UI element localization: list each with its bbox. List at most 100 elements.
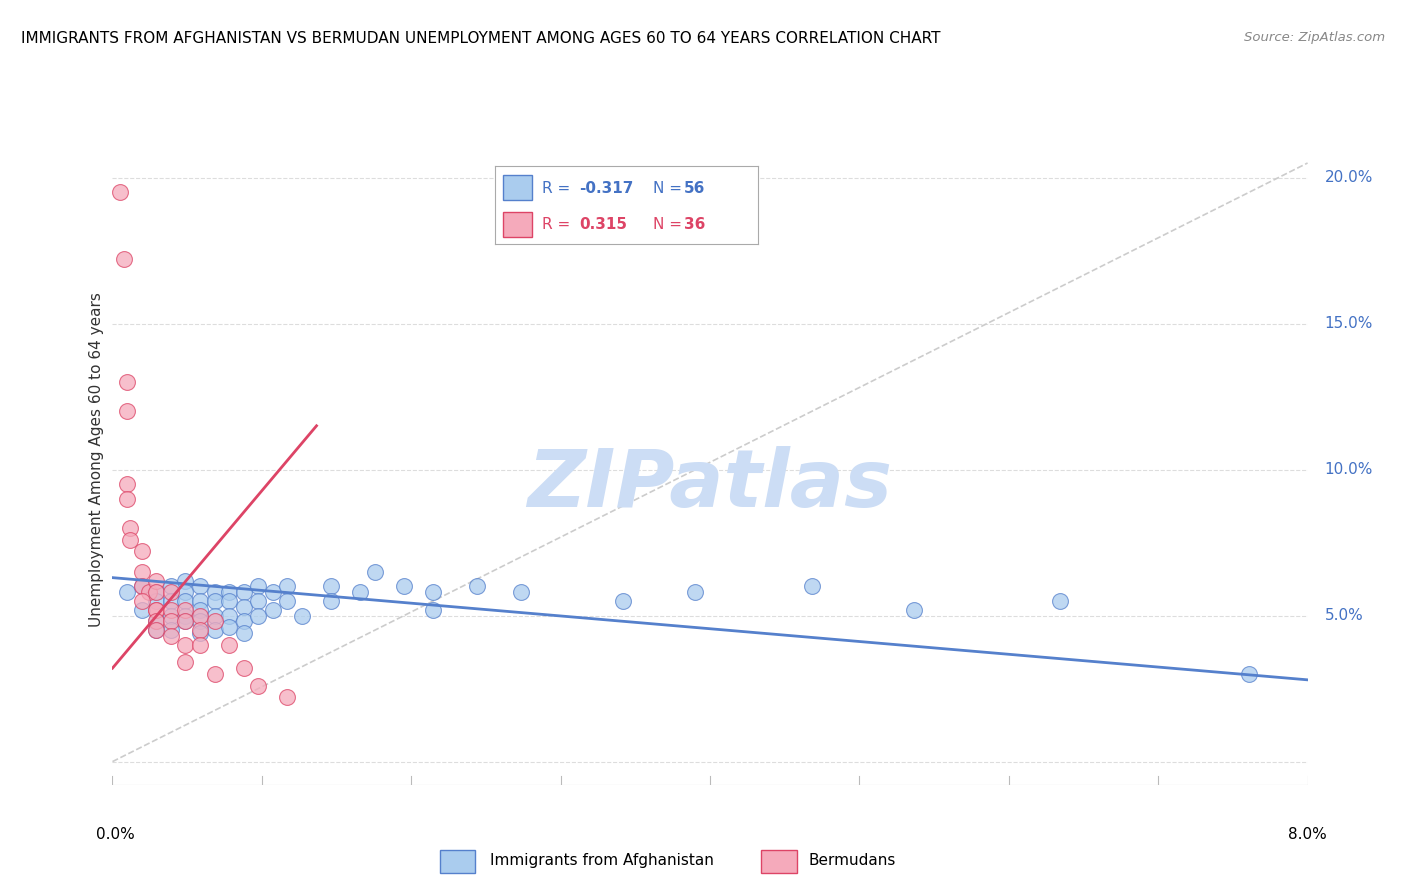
Point xyxy=(903,603,925,617)
Point xyxy=(276,579,298,593)
Text: 15.0%: 15.0% xyxy=(1324,316,1372,331)
Point xyxy=(131,579,153,593)
Point xyxy=(115,477,138,491)
Point xyxy=(218,638,240,652)
Point xyxy=(465,579,488,593)
Point xyxy=(174,656,197,670)
Text: Bermudans: Bermudans xyxy=(808,854,896,868)
Point xyxy=(247,594,270,608)
Point xyxy=(188,579,211,593)
Text: 0.0%: 0.0% xyxy=(96,827,135,842)
Point xyxy=(232,626,254,640)
Point xyxy=(174,603,197,617)
Point xyxy=(145,603,167,617)
Point xyxy=(108,185,131,199)
FancyBboxPatch shape xyxy=(762,850,797,873)
Point xyxy=(188,608,211,623)
Point xyxy=(138,585,160,599)
Point xyxy=(612,594,634,608)
Text: R =: R = xyxy=(543,181,575,195)
Point xyxy=(174,608,197,623)
Point xyxy=(319,579,342,593)
Point xyxy=(1239,667,1261,681)
Point xyxy=(262,585,284,599)
Point xyxy=(218,608,240,623)
Y-axis label: Unemployment Among Ages 60 to 64 years: Unemployment Among Ages 60 to 64 years xyxy=(89,292,104,627)
Point xyxy=(174,574,197,588)
Text: R =: R = xyxy=(543,217,575,232)
Point xyxy=(685,585,707,599)
Point xyxy=(204,594,226,608)
Point xyxy=(145,585,167,599)
Text: -0.317: -0.317 xyxy=(579,181,634,195)
Point xyxy=(349,585,371,599)
Text: 20.0%: 20.0% xyxy=(1324,170,1372,186)
Point xyxy=(422,585,444,599)
Text: IMMIGRANTS FROM AFGHANISTAN VS BERMUDAN UNEMPLOYMENT AMONG AGES 60 TO 64 YEARS C: IMMIGRANTS FROM AFGHANISTAN VS BERMUDAN … xyxy=(21,31,941,46)
Point xyxy=(131,579,153,593)
Point xyxy=(801,579,824,593)
Point xyxy=(118,521,141,535)
Point xyxy=(145,615,167,629)
Point xyxy=(131,603,153,617)
Point xyxy=(188,626,211,640)
Point xyxy=(188,603,211,617)
Point xyxy=(131,565,153,579)
Point xyxy=(276,690,298,705)
Point xyxy=(204,585,226,599)
Point xyxy=(159,585,181,599)
Point xyxy=(159,603,181,617)
Point xyxy=(262,603,284,617)
Point xyxy=(247,608,270,623)
Point xyxy=(159,608,181,623)
Point xyxy=(145,615,167,629)
Point xyxy=(145,624,167,638)
Text: Immigrants from Afghanistan: Immigrants from Afghanistan xyxy=(489,854,714,868)
FancyBboxPatch shape xyxy=(503,175,531,200)
Point xyxy=(232,661,254,675)
Point xyxy=(188,638,211,652)
Point xyxy=(159,594,181,608)
Text: N =: N = xyxy=(652,181,686,195)
Point xyxy=(204,608,226,623)
Point xyxy=(174,585,197,599)
Point xyxy=(247,579,270,593)
Point xyxy=(174,594,197,608)
Point xyxy=(218,594,240,608)
Point xyxy=(115,375,138,389)
Point xyxy=(174,638,197,652)
Text: 10.0%: 10.0% xyxy=(1324,462,1372,477)
Point xyxy=(204,615,226,629)
Point xyxy=(145,594,167,608)
Point xyxy=(159,629,181,643)
FancyBboxPatch shape xyxy=(503,211,531,236)
Point xyxy=(247,679,270,693)
Point xyxy=(145,585,167,599)
Point xyxy=(204,624,226,638)
Point xyxy=(118,533,141,547)
Point xyxy=(145,574,167,588)
Point xyxy=(188,615,211,629)
Text: ZIPatlas: ZIPatlas xyxy=(527,446,893,524)
Point xyxy=(112,252,135,267)
Point xyxy=(174,615,197,629)
Point xyxy=(232,615,254,629)
Point xyxy=(509,585,531,599)
Point xyxy=(145,603,167,617)
Text: 8.0%: 8.0% xyxy=(1288,827,1327,842)
Point xyxy=(1049,594,1071,608)
Point xyxy=(131,544,153,558)
Point xyxy=(188,594,211,608)
Text: Source: ZipAtlas.com: Source: ZipAtlas.com xyxy=(1244,31,1385,45)
Point xyxy=(145,624,167,638)
Point xyxy=(319,594,342,608)
Point xyxy=(392,579,415,593)
Point xyxy=(115,491,138,506)
FancyBboxPatch shape xyxy=(440,850,475,873)
Text: N =: N = xyxy=(652,217,686,232)
Point xyxy=(159,579,181,593)
Point xyxy=(291,608,314,623)
Text: 36: 36 xyxy=(685,217,706,232)
Point xyxy=(422,603,444,617)
Point xyxy=(364,565,387,579)
